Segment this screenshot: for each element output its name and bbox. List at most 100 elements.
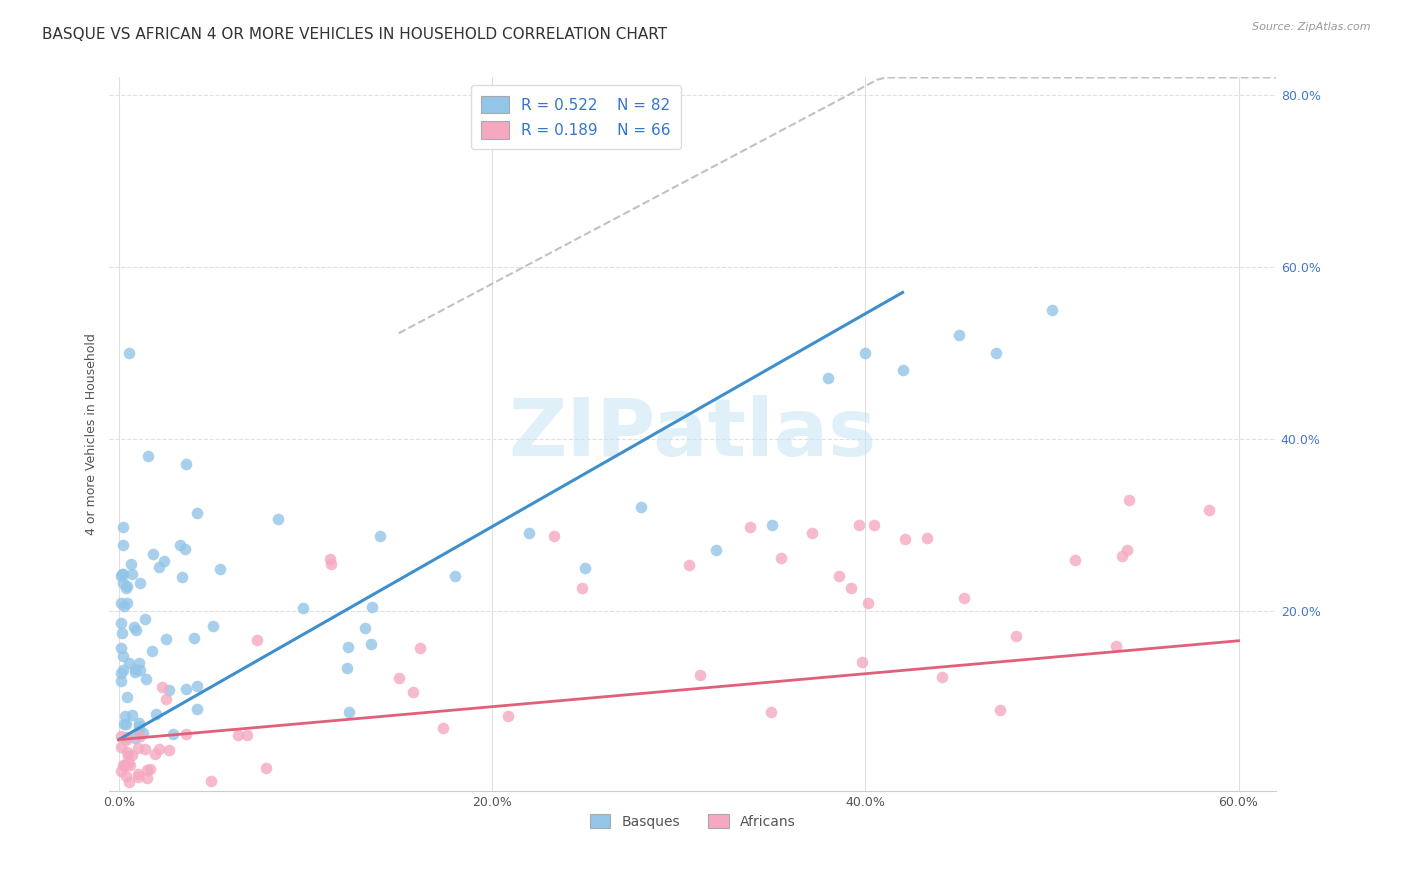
Point [135,771,157,785]
Point [948,328,970,343]
Point [856,596,879,610]
Point [111,566,134,581]
Point [894,532,917,546]
Point [111,575,134,590]
Point [115,690,138,704]
Point [360,637,382,651]
Point [388,671,411,685]
Point [127,770,149,784]
Point [915,531,938,545]
Point [432,721,454,735]
Point [801,525,824,540]
Point [851,655,873,669]
Point [704,543,727,558]
Point [115,716,138,731]
Point [678,558,700,572]
Point [134,742,156,756]
Point [122,620,145,634]
Point [110,569,132,583]
Point [817,371,839,385]
Point [115,733,138,747]
Point [1116,542,1139,557]
Point [226,728,249,742]
Point [360,599,382,614]
Point [129,730,152,744]
Point [135,763,157,777]
Point [143,747,166,761]
Point [319,551,342,566]
Point [291,601,314,615]
Point [630,500,652,515]
Point [112,566,135,581]
Point [202,618,225,632]
Point [148,741,170,756]
Point [828,569,851,583]
Point [574,560,596,574]
Point [337,640,360,655]
Point [1111,549,1133,563]
Point [170,570,193,584]
Point [443,569,465,583]
Point [368,529,391,543]
Point [409,641,432,656]
Point [186,679,208,693]
Point [761,705,783,719]
Point [162,727,184,741]
Point [1005,629,1028,643]
Point [112,758,135,772]
Point [112,520,135,534]
Text: ZIPatlas: ZIPatlas [509,395,877,474]
Point [186,702,208,716]
Point [155,632,177,646]
Point [124,661,146,675]
Point [110,739,132,754]
Point [155,692,177,706]
Point [134,612,156,626]
Point [114,757,136,772]
Point [121,566,143,581]
Point [209,562,232,576]
Point [110,640,132,655]
Point [839,581,862,595]
Point [761,517,783,532]
Point [124,665,146,679]
Point [145,706,167,721]
Point [115,596,138,610]
Point [115,768,138,782]
Point [1040,302,1063,317]
Point [128,663,150,677]
Point [174,458,197,472]
Point [236,728,259,742]
Point [1118,493,1140,508]
Point [402,685,425,699]
Point [127,766,149,780]
Point [129,575,152,590]
Point [111,663,134,677]
Y-axis label: 4 or more Vehicles in Household: 4 or more Vehicles in Household [86,334,98,535]
Point [128,719,150,733]
Point [139,763,162,777]
Point [117,749,139,764]
Point [200,773,222,788]
Point [174,682,197,697]
Point [157,683,180,698]
Point [738,520,761,534]
Point [136,449,159,463]
Point [110,596,132,610]
Point [571,581,593,595]
Point [1105,639,1128,653]
Point [891,363,914,377]
Point [115,731,138,745]
Point [110,674,132,689]
Point [112,599,135,613]
Point [174,541,197,556]
Point [112,537,135,551]
Point [863,518,886,533]
Point [984,345,1007,359]
Point [689,668,711,682]
Point [117,756,139,770]
Point [128,716,150,731]
Point [988,703,1011,717]
Point [118,345,141,359]
Point [931,670,953,684]
